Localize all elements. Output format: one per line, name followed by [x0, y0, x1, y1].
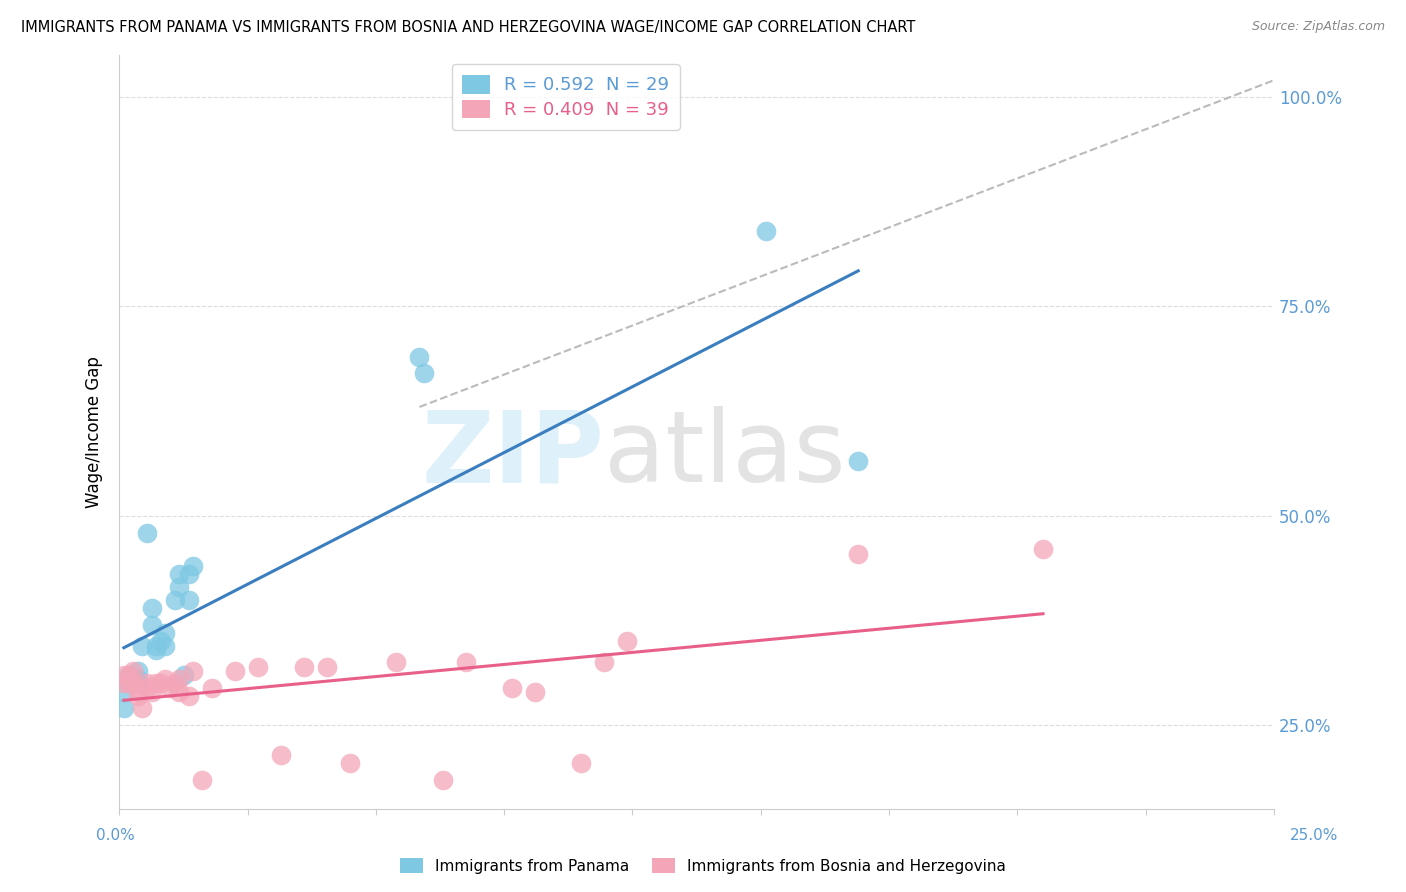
Point	[292, 659, 315, 673]
Point	[127, 689, 149, 703]
Point	[145, 676, 167, 690]
Point	[163, 676, 186, 690]
Point	[127, 676, 149, 690]
Point	[112, 676, 135, 690]
Legend: R = 0.592  N = 29, R = 0.409  N = 39: R = 0.592 N = 29, R = 0.409 N = 39	[451, 64, 679, 130]
Point	[173, 668, 195, 682]
Point	[408, 350, 430, 364]
Point	[122, 676, 145, 690]
Point	[523, 684, 546, 698]
Point	[127, 672, 149, 686]
Point	[131, 701, 153, 715]
Point	[136, 525, 159, 540]
Point	[141, 684, 163, 698]
Point	[117, 668, 139, 682]
Point	[846, 547, 869, 561]
Point	[112, 684, 135, 698]
Point	[270, 747, 292, 762]
Point	[169, 684, 191, 698]
Point	[127, 681, 149, 695]
Point	[454, 656, 477, 670]
Point	[122, 676, 145, 690]
Point	[149, 676, 172, 690]
Point	[155, 639, 177, 653]
Point	[177, 592, 200, 607]
Text: IMMIGRANTS FROM PANAMA VS IMMIGRANTS FROM BOSNIA AND HERZEGOVINA WAGE/INCOME GAP: IMMIGRANTS FROM PANAMA VS IMMIGRANTS FRO…	[21, 20, 915, 35]
Point	[136, 681, 159, 695]
Point	[501, 681, 523, 695]
Point	[122, 672, 145, 686]
Text: ZIP: ZIP	[422, 406, 605, 503]
Point	[316, 659, 339, 673]
Point	[569, 756, 592, 770]
Point	[149, 634, 172, 648]
Point	[177, 689, 200, 703]
Point	[141, 617, 163, 632]
Point	[163, 592, 186, 607]
Point	[224, 664, 246, 678]
Text: Source: ZipAtlas.com: Source: ZipAtlas.com	[1251, 20, 1385, 33]
Text: atlas: atlas	[605, 406, 846, 503]
Point	[145, 643, 167, 657]
Point	[846, 454, 869, 468]
Point	[385, 656, 408, 670]
Point	[112, 668, 135, 682]
Point	[593, 656, 616, 670]
Point	[131, 639, 153, 653]
Text: 0.0%: 0.0%	[96, 829, 135, 843]
Point	[117, 668, 139, 682]
Point	[141, 601, 163, 615]
Point	[413, 367, 436, 381]
Y-axis label: Wage/Income Gap: Wage/Income Gap	[86, 356, 103, 508]
Point	[122, 664, 145, 678]
Point	[755, 224, 778, 238]
Point	[127, 664, 149, 678]
Point	[246, 659, 269, 673]
Point	[112, 701, 135, 715]
Point	[432, 772, 454, 787]
Point	[159, 681, 181, 695]
Point	[177, 567, 200, 582]
Point	[169, 672, 191, 686]
Point	[117, 676, 139, 690]
Text: 25.0%: 25.0%	[1291, 829, 1339, 843]
Point	[169, 567, 191, 582]
Point	[181, 664, 204, 678]
Legend: Immigrants from Panama, Immigrants from Bosnia and Herzegovina: Immigrants from Panama, Immigrants from …	[394, 852, 1012, 880]
Point	[201, 681, 224, 695]
Point	[339, 756, 361, 770]
Point	[117, 672, 139, 686]
Point	[1032, 542, 1054, 557]
Point	[145, 639, 167, 653]
Point	[155, 626, 177, 640]
Point	[616, 634, 638, 648]
Point	[136, 676, 159, 690]
Point	[155, 672, 177, 686]
Point	[181, 559, 204, 574]
Point	[169, 580, 191, 594]
Point	[191, 772, 214, 787]
